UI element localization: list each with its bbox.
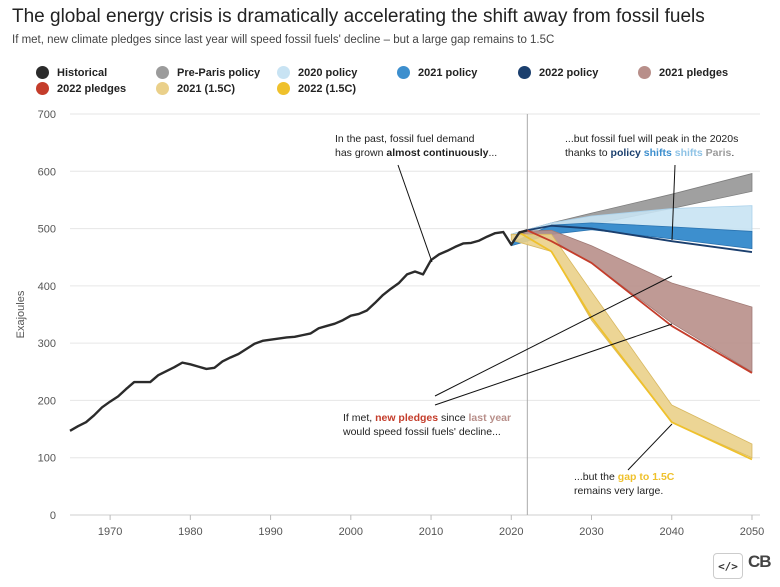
legend-item-2021-policy[interactable]: 2021 policy [397,66,477,79]
annotation-pledges-line1: If met, new pledges since last year [343,412,511,424]
y-tick-label: 700 [38,109,56,121]
leader-pledges-2022 [434,323,673,406]
legend-swatch-2022-policy [518,66,531,79]
annotation-policy-line1: ...but fossil fuel will peak in the 2020… [565,133,738,145]
carbon-brief-logo[interactable]: CB [748,552,772,571]
legend-label: Pre-Paris policy [177,66,261,79]
x-tick-label: 1990 [258,526,282,538]
series-lines [69,224,753,461]
x-tick-label: 2030 [579,526,603,538]
x-tick-label: 2020 [499,526,523,538]
annotation-pledges-line2: would speed fossil fuels' decline... [342,426,501,438]
y-tick-label: 600 [38,166,56,178]
legend-item-2021-1-5c[interactable]: 2021 (1.5C) [156,82,235,95]
axes: 0 100 200 300 400 500 600 700 1970 1980 1990 2000 20… [15,109,764,538]
projection-bands [510,173,753,459]
annotation-gap-line2: remains very large. [574,485,663,497]
annotation-gap-line1: ...but the gap to 1.5C [574,471,675,483]
annotations: In the past, fossil fuel demand has grow… [335,133,738,497]
annotation-historical-line1: In the past, fossil fuel demand [335,133,475,145]
legend-item-pre-paris-policy[interactable]: Pre-Paris policy [156,66,260,79]
leader-gap-1-5c [627,423,673,471]
annotation-leaders [397,164,676,471]
legend-swatch-2022-pledges [36,82,49,95]
y-tick-label: 500 [38,224,56,236]
y-tick-label: 0 [50,510,56,522]
annotation-policy-line2: thanks to policy shifts shifts Paris. [565,147,734,159]
y-tick-label: 400 [38,281,56,293]
legend-item-2022-1-5c[interactable]: 2022 (1.5C) [277,82,356,95]
legend-label: Historical [57,66,108,79]
x-tick-label: 2050 [740,526,764,538]
legend-label: 2020 policy [298,66,358,79]
leader-historical [397,164,433,263]
legend-swatch-2021-pledges [638,66,651,79]
annotation-historical-line2: has grown almost continuously... [335,147,497,159]
legend-swatch-2020-policy [277,66,290,79]
line-2022-1-5c [518,231,753,461]
y-tick-label: 300 [38,338,56,350]
legend-swatch-pre-paris-policy [156,66,169,79]
chart-title: The global energy crisis is dramatically… [12,6,705,27]
legend-item-2022-policy[interactable]: 2022 policy [518,66,598,79]
chart-subtitle: If met, new climate pledges since last y… [12,34,555,46]
legend-label: 2022 (1.5C) [298,82,357,95]
legend: Historical Pre-Paris policy 2020 policy … [36,66,776,100]
x-tick-label: 1980 [178,526,202,538]
legend-item-historical[interactable]: Historical [36,66,107,79]
legend-item-2021-pledges[interactable]: 2021 pledges [638,66,728,79]
x-tick-label: 2040 [660,526,684,538]
legend-item-2020-policy[interactable]: 2020 policy [277,66,357,79]
line-historical [69,229,528,432]
y-tick-label: 100 [38,453,56,465]
x-tick-label: 2000 [339,526,363,538]
band-2021-1-5c [510,233,753,459]
legend-swatch-2021-policy [397,66,410,79]
legend-label: 2021 (1.5C) [177,82,236,95]
x-tick-label: 2010 [419,526,443,538]
embed-code-button[interactable]: </> [713,553,743,579]
legend-label: 2021 pledges [659,66,729,79]
legend-item-2022-pledges[interactable]: 2022 pledges [36,82,126,95]
y-tick-label: 200 [38,395,56,407]
legend-swatch-historical [36,66,49,79]
legend-label: 2022 policy [539,66,599,79]
leader-pledges-2021 [434,275,673,397]
legend-label: 2021 policy [418,66,478,79]
legend-label: 2022 pledges [57,82,127,95]
legend-swatch-2021-1-5c [156,82,169,95]
line-2022-pledges [526,229,753,374]
leader-policy [671,164,676,241]
line-2022-policy [527,224,753,253]
x-tick-label: 1970 [98,526,122,538]
y-axis-label: Exajoules [15,290,27,338]
legend-swatch-2022-1-5c [277,82,290,95]
